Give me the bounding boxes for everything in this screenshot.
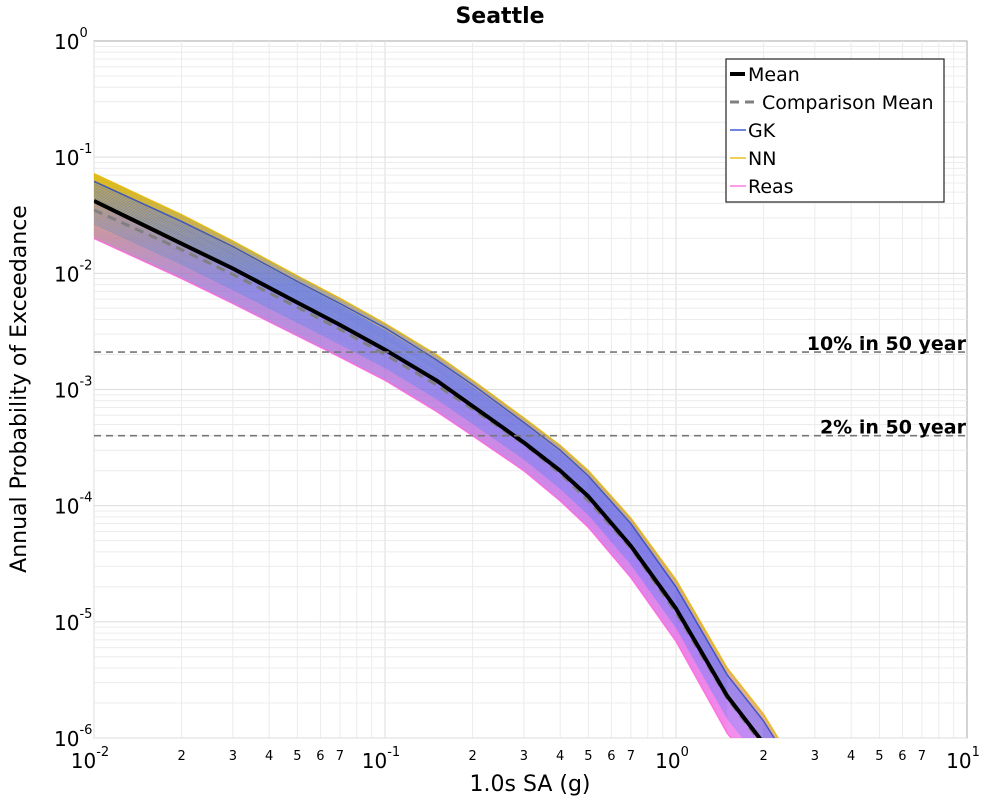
model-curve	[94, 223, 744, 738]
model-curve	[94, 197, 765, 738]
model-curve	[94, 194, 766, 738]
series-line-mean	[94, 199, 763, 738]
y-tick-label: 10-4	[54, 491, 92, 519]
model-curve	[94, 208, 756, 738]
legend: Mean Comparison Mean GK NN Reas	[725, 58, 945, 203]
model-curve	[94, 174, 778, 738]
model-curve	[94, 187, 770, 738]
model-curve	[94, 231, 737, 738]
y-tick-label: 10-6	[54, 723, 92, 751]
x-tick-label: 101	[946, 745, 980, 773]
x-minor-tick-label: 5	[584, 749, 592, 764]
x-minor-tick-label: 5	[293, 749, 301, 764]
reference-lines: 10% in 50 year 2% in 50 year	[94, 333, 967, 439]
model-curve	[94, 221, 745, 738]
x-minor-tick-label: 5	[875, 749, 883, 764]
model-curve	[94, 184, 772, 738]
y-tick-label: 10-2	[54, 258, 92, 286]
x-minor-tick-label: 2	[468, 749, 476, 764]
model-curve	[94, 182, 773, 738]
model-curve	[94, 192, 767, 738]
x-tick-label: 100	[655, 745, 689, 773]
x-tick-label: 10-1	[362, 745, 400, 773]
model-curve	[94, 186, 771, 738]
x-minor-tick-label: 6	[607, 749, 615, 764]
model-curve	[94, 210, 754, 738]
y-tick-label: 10-5	[54, 607, 92, 635]
series-lines	[94, 199, 763, 738]
x-minor-tick-label: 7	[336, 749, 344, 764]
legend-label: Mean	[748, 64, 800, 86]
x-minor-tick-label: 3	[229, 749, 237, 764]
reference-line-label: 2% in 50 year	[820, 417, 967, 439]
chart-title: Seattle	[455, 4, 544, 29]
x-minor-tick-label: 4	[265, 749, 273, 764]
model-curve	[94, 228, 740, 738]
series-line-gk	[94, 180, 776, 738]
y-axis-label: Annual Probability of Exceedance	[7, 205, 32, 573]
x-minor-tick-label: 4	[847, 749, 855, 764]
model-curve	[94, 195, 765, 738]
y-tick-label: 10-3	[54, 375, 92, 403]
model-curve	[94, 234, 735, 738]
legend-label: NN	[748, 148, 776, 170]
model-curve	[94, 226, 741, 738]
series-line-reas	[94, 237, 733, 738]
model-curve	[94, 215, 750, 738]
x-minor-tick-label: 7	[918, 749, 926, 764]
x-minor-tick-label: 4	[556, 749, 564, 764]
x-tick-label: 10-2	[71, 745, 109, 773]
y-tick-label: 10-1	[54, 142, 92, 170]
x-minor-tick-label: 3	[520, 749, 528, 764]
x-minor-tick-label: 2	[177, 749, 185, 764]
x-minor-tick-label: 3	[811, 749, 819, 764]
model-curve	[94, 213, 752, 738]
reference-line-label: 10% in 50 year	[807, 333, 967, 355]
legend-label: Reas	[748, 176, 794, 198]
model-curve	[94, 216, 749, 738]
legend-box	[725, 58, 945, 203]
model-curve	[94, 189, 769, 738]
model-curve	[94, 212, 753, 738]
x-minor-tick-label: 2	[759, 749, 767, 764]
model-curve	[94, 224, 743, 738]
x-minor-tick-label: 6	[898, 749, 906, 764]
model-band-fill	[94, 173, 779, 738]
y-tick-label: 100	[54, 26, 88, 54]
grid	[93, 41, 967, 739]
model-curve	[94, 220, 747, 738]
model-curve	[94, 236, 734, 738]
series-line-nn	[94, 173, 779, 738]
model-curve	[94, 229, 739, 738]
y-axis-ticks: 100 10-1 10-2 10-3 10-4 10-5 10-6	[54, 26, 92, 751]
model-curve	[94, 218, 748, 738]
x-minor-tick-label: 6	[316, 749, 324, 764]
model-curve	[94, 233, 736, 738]
x-axis-label: 1.0s SA (g)	[470, 772, 591, 797]
model-curve	[94, 176, 777, 738]
legend-label: Comparison Mean	[762, 92, 934, 114]
x-minor-tick-label: 7	[627, 749, 635, 764]
legend-label: GK	[748, 120, 776, 142]
model-curve	[94, 191, 768, 738]
